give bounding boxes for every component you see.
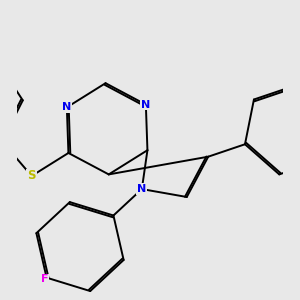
Text: N: N [62,102,71,112]
Text: N: N [141,100,151,110]
Text: N: N [137,184,146,194]
Text: S: S [27,169,36,182]
Text: F: F [41,274,48,284]
